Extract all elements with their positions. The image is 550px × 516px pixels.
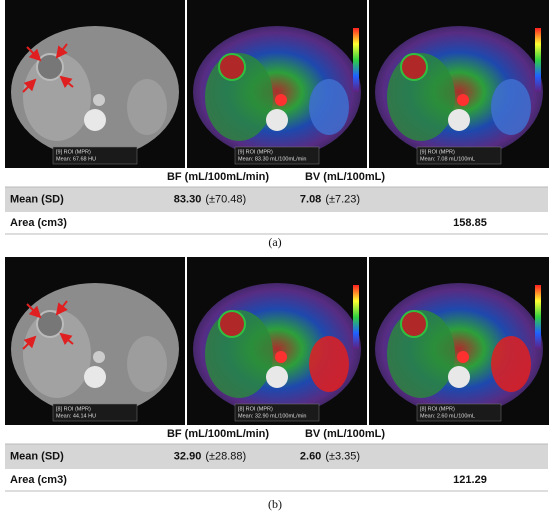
- arrow: [26, 46, 42, 62]
- roi-box: [52, 403, 138, 422]
- arrow: [55, 43, 68, 59]
- bf-mean: 83.30: [174, 193, 202, 205]
- roi-box: [416, 146, 502, 165]
- arrow: [22, 78, 37, 93]
- roi-label: [9] ROI (MPR): [420, 149, 455, 155]
- roi-mean: Mean: 44.14 HU: [56, 413, 96, 419]
- lesion: [36, 310, 64, 338]
- arrow: [22, 335, 37, 350]
- roi-box: [234, 403, 320, 422]
- roi-mean: Mean: 7.08 mL/100mL: [420, 156, 475, 162]
- roi-box: [416, 403, 502, 422]
- bv-value: 7.08 (±7.23): [300, 193, 360, 205]
- bf-mean: 32.90: [174, 450, 202, 462]
- header-bv: BV (mL/100mL): [305, 171, 385, 183]
- bv-sd: (±7.23): [325, 193, 360, 205]
- spleen: [491, 336, 531, 392]
- spleen: [127, 336, 167, 392]
- row-label: Area (cm3): [10, 217, 67, 229]
- row-label: Mean (SD): [10, 450, 64, 462]
- spleen: [309, 79, 349, 135]
- roi-mean: Mean: 2.60 mL/100mL: [420, 413, 475, 419]
- spine: [448, 366, 470, 388]
- bv-mean: 2.60: [300, 450, 321, 462]
- spine: [266, 109, 288, 131]
- aorta: [275, 351, 287, 363]
- color-bar: [353, 285, 359, 349]
- area-value: 121.29: [453, 474, 487, 486]
- row-label: Mean (SD): [10, 193, 64, 205]
- caption: (a): [268, 235, 281, 249]
- color-bar: [535, 285, 541, 349]
- roi-mean: Mean: 67.68 HU: [56, 156, 96, 162]
- roi-mean: Mean: 83.30 mL/100mL/min: [238, 156, 306, 162]
- aorta: [457, 94, 469, 106]
- spleen: [127, 79, 167, 135]
- area-value: 158.85: [453, 217, 487, 229]
- row-shade: [5, 444, 548, 469]
- spine: [266, 366, 288, 388]
- lesion: [218, 310, 246, 338]
- aorta: [93, 94, 105, 106]
- spine: [448, 109, 470, 131]
- lesion: [218, 53, 246, 81]
- lesion: [36, 53, 64, 81]
- arrow: [59, 332, 74, 346]
- bv-value: 2.60 (±3.35): [300, 450, 360, 462]
- bv-sd: (±3.35): [325, 450, 360, 462]
- spine: [84, 366, 106, 388]
- bf-sd: (±70.48): [205, 193, 246, 205]
- bv-mean: 7.08: [300, 193, 321, 205]
- caption: (b): [268, 497, 282, 511]
- bf-sd: (±28.88): [205, 450, 246, 462]
- color-bar: [535, 28, 541, 92]
- header-bf: BF (mL/100mL/min): [167, 428, 269, 440]
- roi-label: [8] ROI (MPR): [420, 406, 455, 412]
- aorta: [457, 351, 469, 363]
- spine: [84, 109, 106, 131]
- bf-value: 32.90 (±28.88): [174, 450, 246, 462]
- roi-label: [9] ROI (MPR): [238, 149, 273, 155]
- roi-label: [9] ROI (MPR): [56, 149, 91, 155]
- roi-mean: Mean: 32.90 mL/100mL/min: [238, 413, 306, 419]
- color-bar: [353, 28, 359, 92]
- arrow: [55, 300, 68, 316]
- spleen: [309, 336, 349, 392]
- roi-box: [52, 146, 138, 165]
- aorta: [275, 94, 287, 106]
- lesion: [400, 310, 428, 338]
- roi-label: [8] ROI (MPR): [238, 406, 273, 412]
- row-shade: [5, 187, 548, 212]
- spleen: [491, 79, 531, 135]
- arrow: [26, 303, 42, 319]
- header-bv: BV (mL/100mL): [305, 428, 385, 440]
- aorta: [93, 351, 105, 363]
- header-bf: BF (mL/100mL/min): [167, 171, 269, 183]
- arrow: [59, 75, 74, 89]
- bf-value: 83.30 (±70.48): [174, 193, 246, 205]
- row-label: Area (cm3): [10, 474, 67, 486]
- roi-label: [8] ROI (MPR): [56, 406, 91, 412]
- roi-box: [234, 146, 320, 165]
- lesion: [400, 53, 428, 81]
